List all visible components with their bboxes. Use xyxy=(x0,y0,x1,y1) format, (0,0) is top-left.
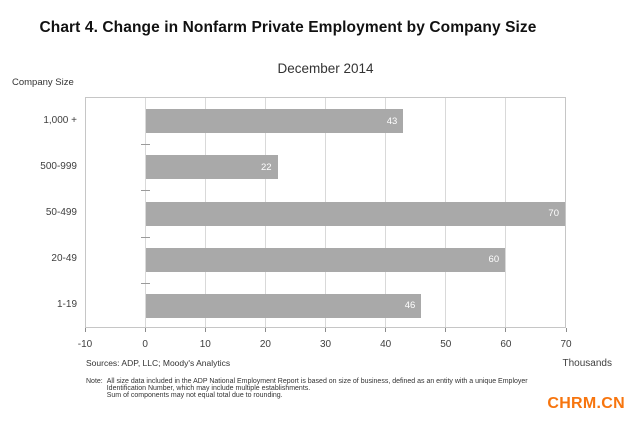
x-axis-tick-label: 30 xyxy=(319,339,332,350)
bar-data-label: 43 xyxy=(386,115,398,127)
watermark: CHRM.CN xyxy=(547,395,625,412)
x-axis-tick-label: 20 xyxy=(259,339,271,350)
footnote-line: Identification Number, which may include… xyxy=(106,384,311,392)
x-axis-tick-label: 0 xyxy=(142,339,148,350)
category-label: 50-499 xyxy=(45,206,77,218)
category-axis-tick xyxy=(141,144,151,146)
axis-tickmark xyxy=(505,328,507,332)
footnote-label: Note: xyxy=(86,378,103,385)
chart-subtitle: December 2014 xyxy=(277,61,374,76)
axis-tickmark xyxy=(264,328,266,332)
category-label: 1,000 + xyxy=(43,114,77,126)
x-axis-tick-labels: -10 0 10 20 30 40 50 60 70 xyxy=(78,339,572,351)
category-axis-tick xyxy=(141,282,151,284)
x-axis-tick-label: 50 xyxy=(440,339,452,350)
bar: 60 xyxy=(145,247,506,272)
axis-tickmark xyxy=(385,328,387,332)
axis-tickmark xyxy=(325,328,326,332)
bar-data-label: 60 xyxy=(488,254,500,266)
x-axis-tick-label: -10 xyxy=(77,339,93,350)
y-axis-title: Company Size xyxy=(12,77,74,88)
plot-area: 43 22 70 60 46 xyxy=(85,97,566,328)
bar-data-label: 46 xyxy=(404,300,416,312)
footnote-line: All size data included in the ADP Nation… xyxy=(106,378,528,385)
category-axis-tick xyxy=(141,190,151,192)
x-axis-tick-label: 10 xyxy=(199,339,211,350)
axis-tickmark xyxy=(84,328,86,332)
axis-tickmark xyxy=(565,328,567,332)
category-axis: 1,000 + 500-999 50-499 20-49 1-19 xyxy=(0,97,77,328)
bar: 70 xyxy=(145,201,565,226)
bar: 43 xyxy=(145,109,404,134)
bar-data-label: 22 xyxy=(261,161,272,173)
bar-data-label: 70 xyxy=(548,208,559,219)
x-axis-unit-label: Thousands xyxy=(562,358,612,369)
footnote-text: All size data included in the ADP Nation… xyxy=(106,378,528,399)
footnote: Note: All size data included in the ADP … xyxy=(86,378,586,399)
axis-tickmark xyxy=(144,328,146,332)
category-label: 1-19 xyxy=(56,299,77,311)
category-label: 500-999 xyxy=(40,160,77,172)
chart-title: Chart 4. Change in Nonfarm Private Emplo… xyxy=(39,19,537,36)
category-axis-tick xyxy=(141,236,151,238)
x-axis-tick-label: 40 xyxy=(380,339,392,350)
x-axis-tickmarks xyxy=(84,328,567,332)
axis-tickmark xyxy=(445,328,447,332)
category-label: 20-49 xyxy=(51,253,77,265)
sources-note: Sources: ADP, LLC; Moody's Analytics xyxy=(86,358,231,368)
axis-tickmark xyxy=(204,328,206,332)
bar: 22 xyxy=(145,155,278,180)
x-axis-tick-label: 70 xyxy=(560,339,572,350)
bar: 46 xyxy=(145,293,422,318)
x-axis-tick-label: 60 xyxy=(500,339,512,350)
footnote-line: Sum of components may not equal total du… xyxy=(106,391,283,399)
